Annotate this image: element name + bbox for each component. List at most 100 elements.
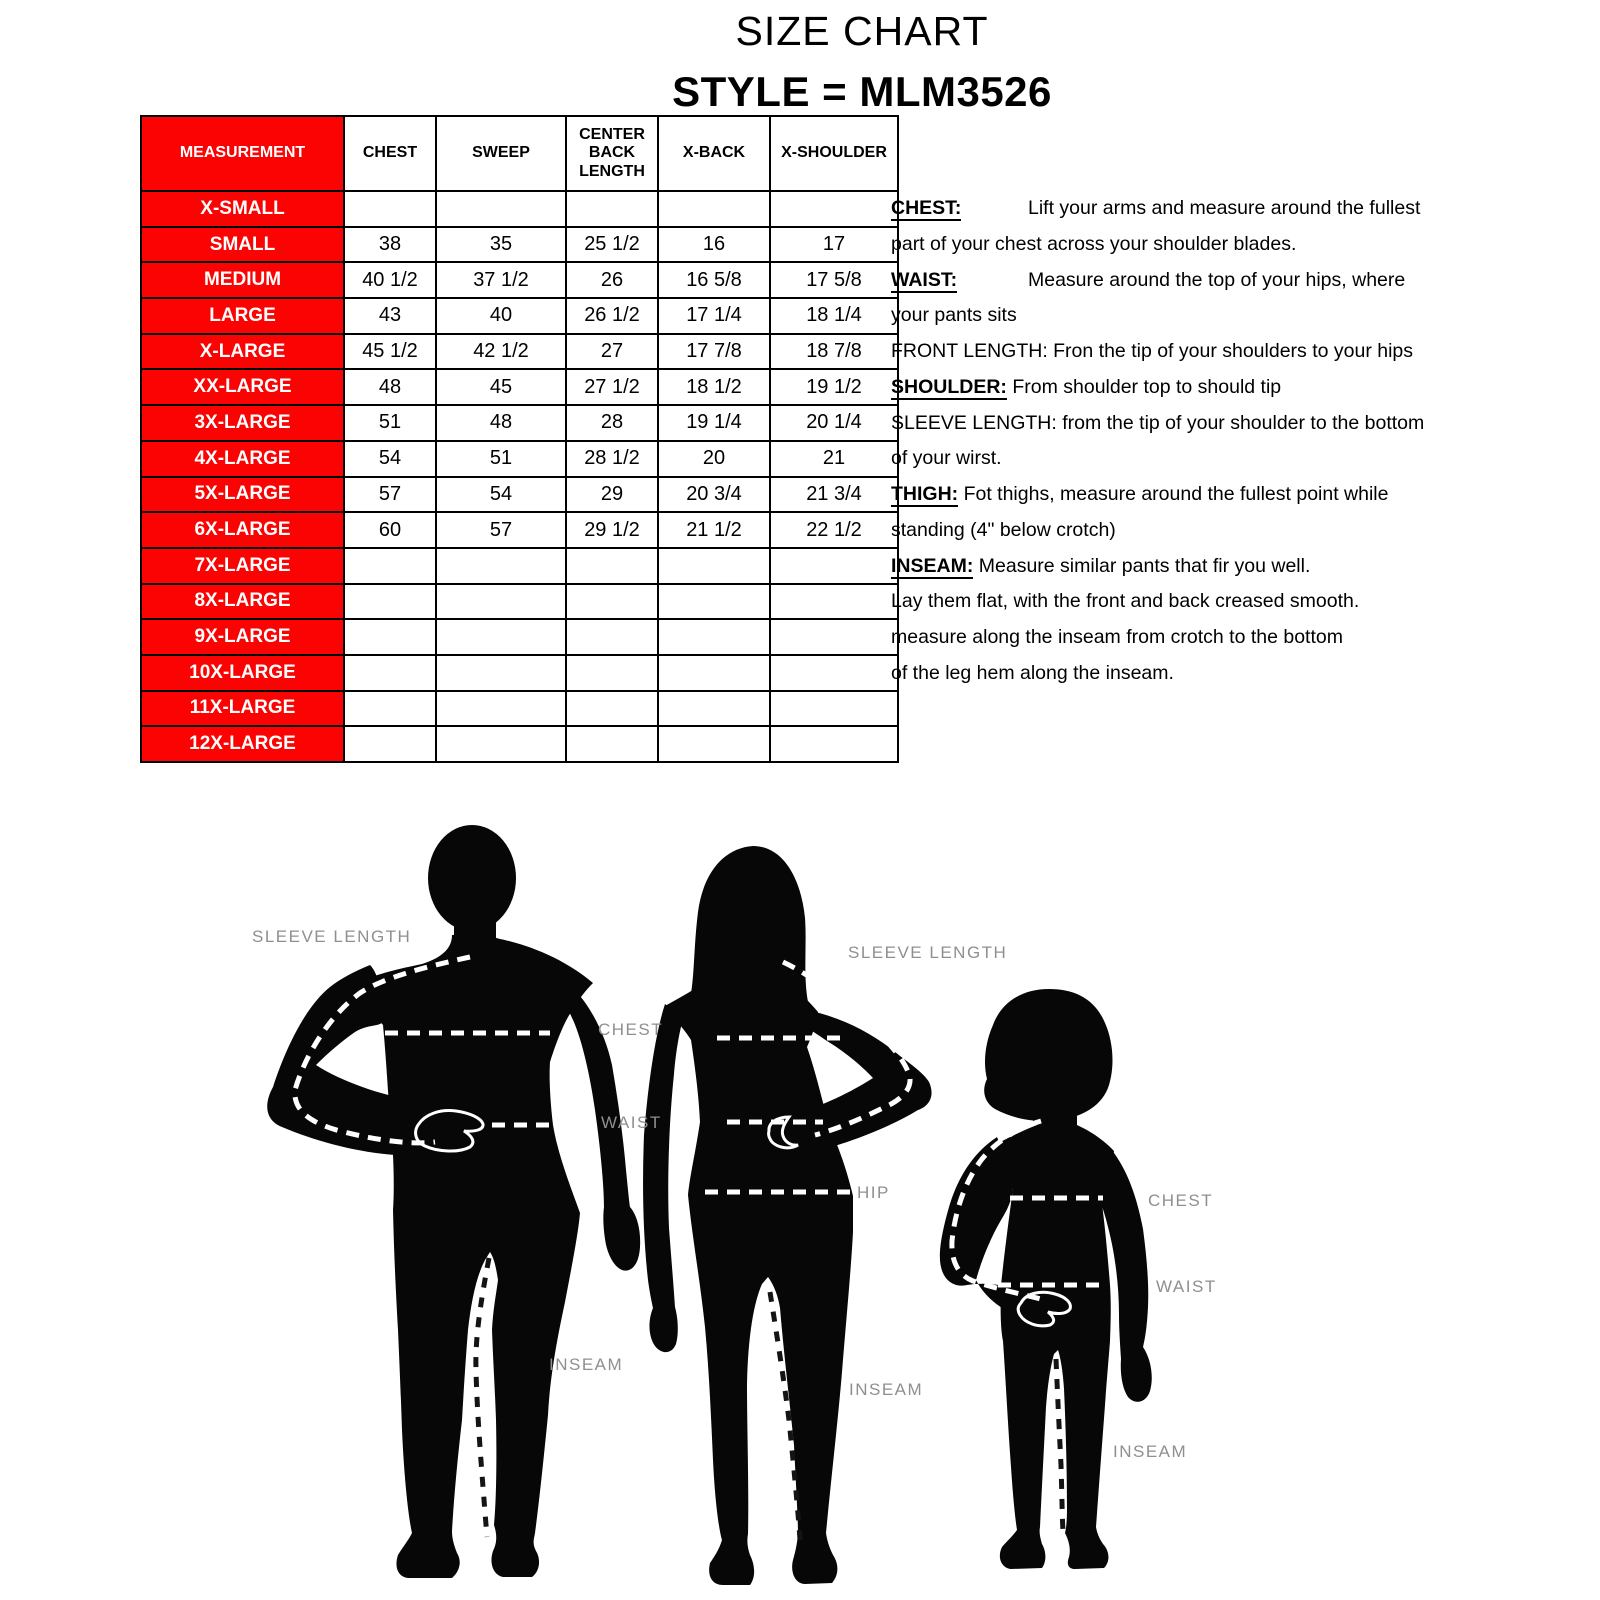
guide-text: your pants sits [891, 304, 1017, 327]
value-cell [657, 190, 771, 228]
guide-text: Lay them flat, with the front and back c… [891, 590, 1360, 613]
value-cell [769, 190, 899, 228]
man-torso-legs [353, 934, 593, 1578]
guide-text: Fot thighs, measure around the fullest p… [963, 483, 1389, 505]
child-waist-label: WAIST [1156, 1277, 1217, 1296]
column-header: MEASUREMENT [140, 115, 345, 192]
value-cell [343, 689, 437, 728]
size-name-cell: 8X-LARGE [140, 582, 345, 621]
value-cell: 19 1/2 [769, 368, 899, 407]
value-cell: 18 1/2 [657, 368, 771, 407]
column-header: SWEEP [435, 115, 567, 192]
guide-text: of your wirst. [891, 447, 1002, 470]
guide-text: measure along the inseam from crotch to … [891, 626, 1343, 648]
woman-hanging-arm [643, 1004, 684, 1353]
table-row: X-SMALL [140, 190, 899, 228]
guide-line: of the leg hem along the inseam. [891, 655, 1424, 691]
guide-text: FRONT LENGTH: Fron the tip of your shoul… [891, 340, 1414, 362]
value-cell: 28 1/2 [565, 439, 659, 478]
value-cell [565, 618, 659, 656]
value-cell: 57 [435, 511, 567, 549]
size-name-cell: X-SMALL [140, 190, 345, 228]
value-cell: 38 [343, 225, 437, 264]
child-inseam-measure-line [1053, 1358, 1066, 1532]
page-title: SIZE CHART [735, 8, 989, 54]
guide-text: Measure similar pants that fir you well. [978, 554, 1311, 577]
child-hanging-arm [1092, 1149, 1152, 1402]
style-subtitle: STYLE = MLM3526 [672, 68, 1052, 115]
child-silhouette [939, 989, 1152, 1569]
woman-silhouette [643, 846, 932, 1585]
size-name-cell: MEDIUM [140, 261, 345, 300]
value-cell [565, 725, 659, 763]
child-hand-outline [1016, 1290, 1072, 1328]
value-cell: 20 3/4 [657, 475, 771, 514]
child-head-hair [984, 989, 1113, 1121]
table-row: 8X-LARGE [140, 582, 899, 621]
value-cell [435, 689, 567, 728]
value-cell [769, 618, 899, 656]
column-header: CENTER BACK LENGTH [565, 115, 659, 192]
value-cell: 40 [435, 297, 567, 335]
guide-line: your pants sits [891, 297, 1424, 333]
value-cell [435, 582, 567, 621]
value-cell: 45 [435, 368, 567, 407]
man-inseam-label: INSEAM [549, 1355, 624, 1374]
value-cell: 17 5/8 [769, 261, 899, 300]
value-cell: 18 7/8 [769, 332, 899, 371]
size-name-cell: 10X-LARGE [140, 653, 345, 692]
child-inseam-label: INSEAM [1113, 1442, 1188, 1461]
table-row: X-LARGE 45 1/2 42 1/2 27 17 7/8 18 7/8 [140, 332, 899, 371]
guide-text: standing (4" below crotch) [891, 518, 1116, 541]
value-cell: 22 1/2 [769, 511, 899, 549]
value-cell: 48 [343, 368, 437, 407]
value-cell [769, 653, 899, 692]
size-table-body: X-SMALL SMALL 38 35 25 1/2 16 17 MEDIUM 40 1/2 37… [140, 190, 899, 763]
value-cell: 16 5/8 [657, 261, 771, 300]
value-cell: 18 1/4 [769, 297, 899, 335]
table-row: 4X-LARGE 54 51 28 1/2 20 21 [140, 439, 899, 478]
size-name-cell: 6X-LARGE [140, 511, 345, 549]
woman-hand-outline [767, 1115, 799, 1150]
value-cell: 27 [565, 332, 659, 371]
value-cell [657, 582, 771, 621]
value-cell [435, 618, 567, 656]
value-cell: 60 [343, 511, 437, 549]
guide-term: INSEAM: [891, 554, 974, 579]
value-cell: 37 1/2 [435, 261, 567, 300]
man-hand-outline [414, 1109, 485, 1153]
size-name-cell: 4X-LARGE [140, 439, 345, 478]
size-name-cell: XX-LARGE [140, 368, 345, 407]
size-name-cell: 11X-LARGE [140, 689, 345, 728]
guide-line: part of your chest across your shoulder … [891, 226, 1424, 262]
value-cell: 16 [657, 225, 771, 264]
child-sleeve-measure-line [949, 1118, 1042, 1302]
value-cell: 40 1/2 [343, 261, 437, 300]
value-cell: 21 [769, 439, 899, 478]
value-cell: 54 [435, 475, 567, 514]
value-cell: 26 1/2 [565, 297, 659, 335]
column-header: X-BACK [657, 115, 771, 192]
guide-term: SHOULDER: [891, 375, 1007, 400]
size-name-cell: SMALL [140, 225, 345, 264]
value-cell: 51 [343, 404, 437, 442]
page-titles: SIZE CHART STYLE = MLM3526 [672, 8, 1052, 116]
value-cell: 48 [435, 404, 567, 442]
value-cell: 20 [657, 439, 771, 478]
table-row: 9X-LARGE [140, 618, 899, 656]
table-row: 7X-LARGE [140, 546, 899, 585]
value-cell: 43 [343, 297, 437, 335]
value-cell [435, 725, 567, 763]
size-name-cell: LARGE [140, 297, 345, 335]
value-cell [657, 725, 771, 763]
value-cell: 54 [343, 439, 437, 478]
guide-line: measure along the inseam from crotch to … [891, 619, 1424, 655]
man-bent-arm [267, 965, 487, 1156]
man-hanging-arm [562, 987, 641, 1271]
value-cell [343, 546, 437, 585]
woman-sleeve-length-label: SLEEVE LENGTH [848, 943, 1008, 962]
guide-text: Lift your arms and measure around the fu… [1028, 197, 1421, 219]
guide-tab: WAIST: [891, 262, 1028, 298]
table-row: 6X-LARGE 60 57 29 1/2 21 1/2 22 1/2 [140, 511, 899, 549]
